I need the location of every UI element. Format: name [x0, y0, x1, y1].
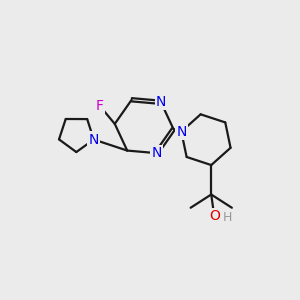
Text: F: F [96, 99, 104, 113]
Text: O: O [209, 209, 220, 223]
Text: N: N [156, 95, 166, 109]
Text: N: N [152, 146, 162, 160]
Text: N: N [88, 133, 99, 146]
Text: H: H [222, 211, 232, 224]
Text: N: N [176, 124, 187, 139]
